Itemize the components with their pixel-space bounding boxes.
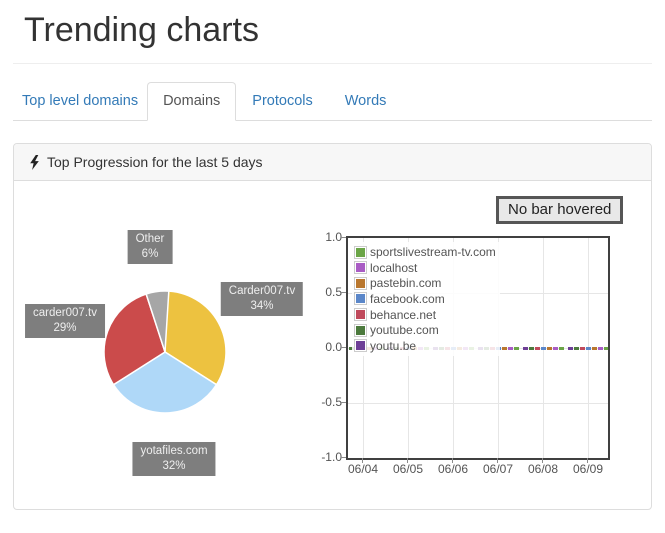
y-axis-tick-label: 1.0 bbox=[325, 230, 342, 245]
y-axis-tick-label: 0.5 bbox=[325, 285, 342, 300]
pie-label-yotafiles: yotafiles.com 32% bbox=[132, 442, 216, 477]
pie-label-percent: 29% bbox=[53, 322, 77, 335]
panel-title: Top Progression for the last 5 days bbox=[47, 154, 263, 171]
panel-body: Other 6% Carder007.tv 34% carder007.tv 2… bbox=[14, 181, 651, 509]
legend-item: behance.net bbox=[354, 307, 496, 323]
legend-item: facebook.com bbox=[354, 291, 496, 307]
pie-label-name: yotafiles.com bbox=[140, 445, 208, 458]
pie-label-name: Other bbox=[135, 233, 165, 246]
legend-swatch bbox=[354, 308, 367, 322]
x-axis-tick-label: 06/07 bbox=[482, 462, 514, 477]
legend-swatch bbox=[354, 339, 367, 353]
bar-segment bbox=[573, 346, 579, 350]
legend-swatch bbox=[354, 276, 367, 290]
legend-label: localhost bbox=[370, 260, 418, 275]
bar-segment bbox=[540, 346, 546, 350]
chart-legend: sportslivestream-tv.com localhost pasteb… bbox=[352, 242, 500, 356]
legend-label: facebook.com bbox=[370, 291, 445, 306]
page-title: Trending charts bbox=[24, 11, 259, 49]
pie-label-name: Carder007.tv bbox=[228, 285, 296, 298]
legend-label: youtube.com bbox=[370, 323, 439, 338]
legend-item: sportslivestream-tv.com bbox=[354, 244, 496, 260]
y-axis-tick bbox=[341, 457, 346, 459]
legend-swatch bbox=[354, 245, 367, 259]
pie-slice-other[interactable] bbox=[145, 290, 170, 353]
y-axis-tick-label: 0.0 bbox=[325, 340, 342, 355]
legend-label: behance.net bbox=[370, 307, 437, 322]
tab-top-level-domains[interactable]: Top level domains bbox=[13, 82, 147, 121]
bar-segment bbox=[603, 346, 608, 350]
legend-swatch bbox=[354, 323, 367, 337]
x-axis-tick bbox=[407, 458, 408, 464]
bar-segment bbox=[522, 346, 528, 350]
legend-label: youtu.be bbox=[370, 338, 417, 353]
x-axis-tick-label: 06/05 bbox=[392, 462, 424, 477]
legend-label: sportslivestream-tv.com bbox=[370, 245, 496, 260]
bar-segment bbox=[552, 346, 558, 350]
legend-swatch bbox=[354, 292, 367, 306]
x-axis-tick-label: 06/09 bbox=[572, 462, 604, 477]
pie-slice-carder007-tv[interactable] bbox=[103, 293, 166, 387]
bar-segment bbox=[567, 346, 573, 350]
tab-top-level-domains-link[interactable]: Top level domains bbox=[22, 93, 139, 110]
bar-segment bbox=[597, 346, 603, 350]
x-axis-tick bbox=[587, 458, 588, 464]
x-axis-tick bbox=[497, 458, 498, 464]
y-axis-tick bbox=[341, 237, 346, 239]
x-axis-tick bbox=[452, 458, 453, 464]
pie-label-percent: 6% bbox=[141, 248, 159, 261]
legend-item: youtu.be bbox=[354, 338, 496, 354]
pie-label-percent: 34% bbox=[250, 300, 274, 313]
x-axis-tick-label: 06/08 bbox=[527, 462, 559, 477]
bar-segment bbox=[348, 346, 354, 350]
bar-segment bbox=[546, 346, 552, 350]
bar-segment bbox=[528, 346, 534, 350]
tab-words[interactable]: Words bbox=[329, 82, 403, 121]
bar-segment bbox=[591, 346, 597, 350]
tab-bar: Top level domains Domains Protocols Word… bbox=[13, 82, 652, 122]
pie-chart[interactable] bbox=[101, 288, 229, 416]
pie-label-percent: 32% bbox=[162, 460, 186, 473]
bar-chart-plot[interactable]: sportslivestream-tv.com localhost pasteb… bbox=[346, 236, 610, 461]
tab-domains[interactable]: Domains bbox=[147, 82, 237, 122]
tab-protocols[interactable]: Protocols bbox=[236, 82, 328, 121]
x-axis-tick-label: 06/06 bbox=[437, 462, 469, 477]
tab-protocols-link[interactable]: Protocols bbox=[252, 93, 313, 110]
pie-slice-yotafiles-com[interactable] bbox=[112, 351, 218, 415]
hover-status-box[interactable]: No bar hovered bbox=[496, 196, 624, 225]
top-progression-panel: Top Progression for the last 5 days Othe… bbox=[13, 143, 652, 511]
x-axis-tick-label: 06/04 bbox=[347, 462, 379, 477]
bar-segment bbox=[534, 346, 540, 350]
pie-label-carder007-tv-upper: Carder007.tv 34% bbox=[220, 282, 304, 317]
grid-line-horizontal bbox=[348, 402, 608, 404]
legend-swatch bbox=[354, 261, 367, 275]
bar-segment bbox=[579, 346, 585, 350]
legend-item: pastebin.com bbox=[354, 276, 496, 292]
legend-label: pastebin.com bbox=[370, 276, 442, 291]
y-axis-tick-label: -1.0 bbox=[321, 450, 342, 465]
bar-segment bbox=[507, 346, 513, 350]
pie-label-name: carder007.tv bbox=[33, 307, 97, 320]
tab-domains-link[interactable]: Domains bbox=[147, 82, 237, 122]
title-divider bbox=[13, 63, 652, 65]
tab-words-link[interactable]: Words bbox=[344, 93, 387, 110]
y-axis-tick bbox=[341, 292, 346, 294]
bar-segment bbox=[501, 346, 507, 350]
y-axis-tick bbox=[341, 347, 346, 349]
pie-label-other: Other 6% bbox=[127, 230, 173, 265]
pie-label-carder007-tv-lower: carder007.tv 29% bbox=[25, 304, 105, 339]
legend-item: localhost bbox=[354, 260, 496, 276]
bar-segment bbox=[346, 347, 348, 350]
x-axis-tick bbox=[362, 458, 363, 464]
y-axis-tick bbox=[341, 402, 346, 404]
panel-header: Top Progression for the last 5 days bbox=[14, 144, 651, 182]
lightning-bolt-icon bbox=[30, 154, 39, 170]
bar-segment bbox=[513, 346, 519, 350]
bar-segment bbox=[585, 346, 591, 350]
y-axis-tick-label: -0.5 bbox=[321, 395, 342, 410]
bar-segment bbox=[558, 346, 564, 350]
legend-item: youtube.com bbox=[354, 322, 496, 338]
x-axis-tick bbox=[542, 458, 543, 464]
